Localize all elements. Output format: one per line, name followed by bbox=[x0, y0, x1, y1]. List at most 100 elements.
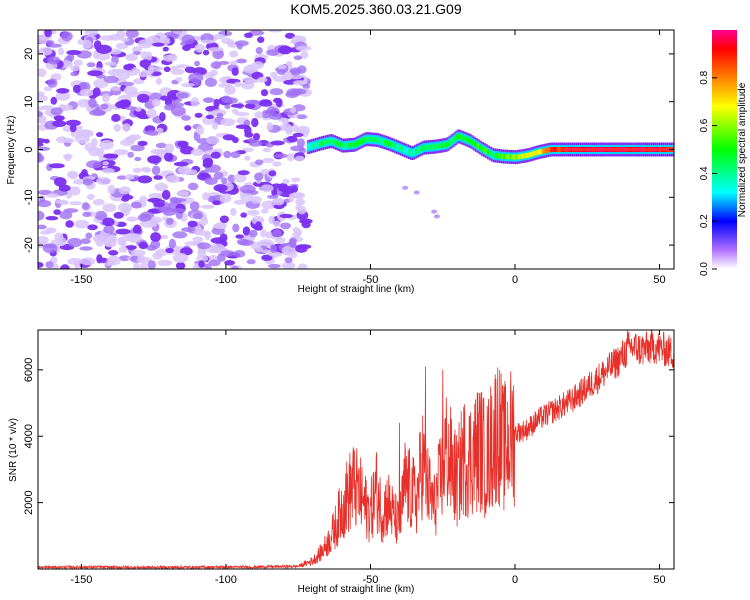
noise-blob bbox=[43, 86, 53, 92]
noise-blob bbox=[130, 201, 142, 209]
noise-blob bbox=[213, 98, 220, 109]
noise-blob bbox=[297, 263, 308, 269]
noise-blob bbox=[93, 40, 102, 51]
signal-core bbox=[371, 137, 375, 143]
noise-blob bbox=[224, 104, 231, 110]
noise-blob bbox=[44, 30, 52, 38]
noise-blob bbox=[96, 254, 103, 264]
signal-core bbox=[472, 141, 476, 147]
spectrogram-x-tick-label: 0 bbox=[512, 274, 518, 286]
noise-blob bbox=[282, 118, 289, 126]
snr-xlabel: Height of straight line (km) bbox=[298, 584, 415, 595]
signal-core bbox=[545, 147, 549, 153]
noise-blob bbox=[280, 222, 291, 230]
noise-blob bbox=[268, 170, 277, 177]
signal-core bbox=[531, 151, 535, 157]
signal-core bbox=[331, 138, 335, 144]
noise-blob bbox=[210, 151, 221, 159]
noise-blob bbox=[130, 144, 145, 152]
noise-blob bbox=[122, 123, 131, 132]
noise-blob bbox=[125, 245, 137, 250]
noise-blob bbox=[38, 138, 46, 144]
noise-blob bbox=[38, 94, 48, 102]
signal-core bbox=[440, 143, 444, 149]
noise-blob bbox=[221, 177, 228, 185]
noise-blob bbox=[210, 61, 222, 69]
noise-blob bbox=[261, 200, 277, 210]
noise-blob bbox=[120, 99, 132, 108]
noise-blob bbox=[127, 151, 134, 158]
noise-blob bbox=[130, 249, 146, 257]
noise-blob bbox=[190, 97, 200, 107]
noise-blob bbox=[218, 83, 233, 88]
noise-blob bbox=[254, 172, 264, 181]
signal-core bbox=[420, 146, 424, 152]
signal-core bbox=[511, 154, 515, 160]
noise-blob bbox=[104, 241, 117, 248]
noise-blob bbox=[159, 234, 169, 240]
noise-blob bbox=[295, 125, 311, 135]
noise-blob bbox=[70, 71, 79, 77]
snr-x-tick-label: -150 bbox=[70, 574, 92, 586]
noise-blob bbox=[273, 153, 289, 158]
noise-blob bbox=[232, 223, 240, 233]
signal-core bbox=[541, 148, 545, 154]
noise-blob bbox=[270, 71, 278, 79]
noise-blob bbox=[46, 193, 60, 198]
noise-blob bbox=[205, 114, 214, 120]
noise-blob bbox=[231, 67, 239, 76]
signal-core bbox=[373, 137, 377, 143]
signal-core bbox=[537, 149, 541, 155]
signal-core bbox=[432, 144, 436, 150]
noise-blob bbox=[269, 244, 277, 253]
noise-blob bbox=[177, 140, 189, 148]
colorbar-tick-label: 0.2 bbox=[699, 214, 710, 228]
spectrogram-y-tick-label: -10 bbox=[23, 189, 35, 205]
noise-blob bbox=[244, 132, 254, 138]
noise-blob bbox=[290, 106, 297, 114]
noise-blob bbox=[202, 157, 214, 167]
noise-blob bbox=[125, 53, 138, 62]
colorbar-tick-label: 0.8 bbox=[699, 70, 710, 84]
noise-blob bbox=[296, 114, 308, 120]
noise-blob bbox=[272, 161, 282, 167]
signal-core bbox=[448, 140, 452, 146]
chart-title: KOM5.2025.360.03.21.G09 bbox=[290, 1, 461, 17]
signal-core bbox=[547, 147, 551, 153]
noise-blob bbox=[151, 165, 161, 176]
signal-core bbox=[345, 142, 349, 148]
noise-blob bbox=[162, 46, 169, 52]
noise-blob bbox=[117, 202, 133, 213]
noise-blob bbox=[76, 129, 93, 138]
noise-blob bbox=[242, 226, 251, 236]
noise-blob bbox=[288, 250, 298, 259]
noise-blob bbox=[81, 169, 88, 177]
signal-core bbox=[454, 135, 458, 141]
noise-blob bbox=[113, 124, 122, 132]
spectrogram-xlabel: Height of straight line (km) bbox=[298, 284, 415, 295]
noise-blob bbox=[38, 146, 50, 151]
spectrogram-content bbox=[38, 30, 674, 269]
noise-blob bbox=[66, 170, 79, 179]
noise-blob bbox=[212, 121, 219, 130]
noise-blob bbox=[270, 140, 285, 146]
noise-blob bbox=[38, 106, 47, 111]
signal-core bbox=[422, 145, 426, 151]
noise-blob bbox=[274, 237, 286, 244]
noise-blob bbox=[295, 45, 312, 51]
noise-blob bbox=[137, 93, 150, 103]
signal-core bbox=[349, 142, 353, 148]
noise-blob bbox=[251, 61, 265, 69]
noise-blob bbox=[137, 213, 152, 222]
signal-core bbox=[478, 145, 482, 151]
noise-blob bbox=[292, 132, 304, 138]
noise-blob bbox=[123, 64, 134, 71]
noise-blob bbox=[269, 88, 284, 96]
noise-blob bbox=[102, 161, 109, 166]
noise-blob bbox=[73, 59, 83, 66]
noise-blob bbox=[284, 32, 296, 39]
noise-blob bbox=[192, 212, 203, 220]
noise-blob bbox=[257, 76, 268, 83]
noise-blob bbox=[213, 171, 224, 180]
